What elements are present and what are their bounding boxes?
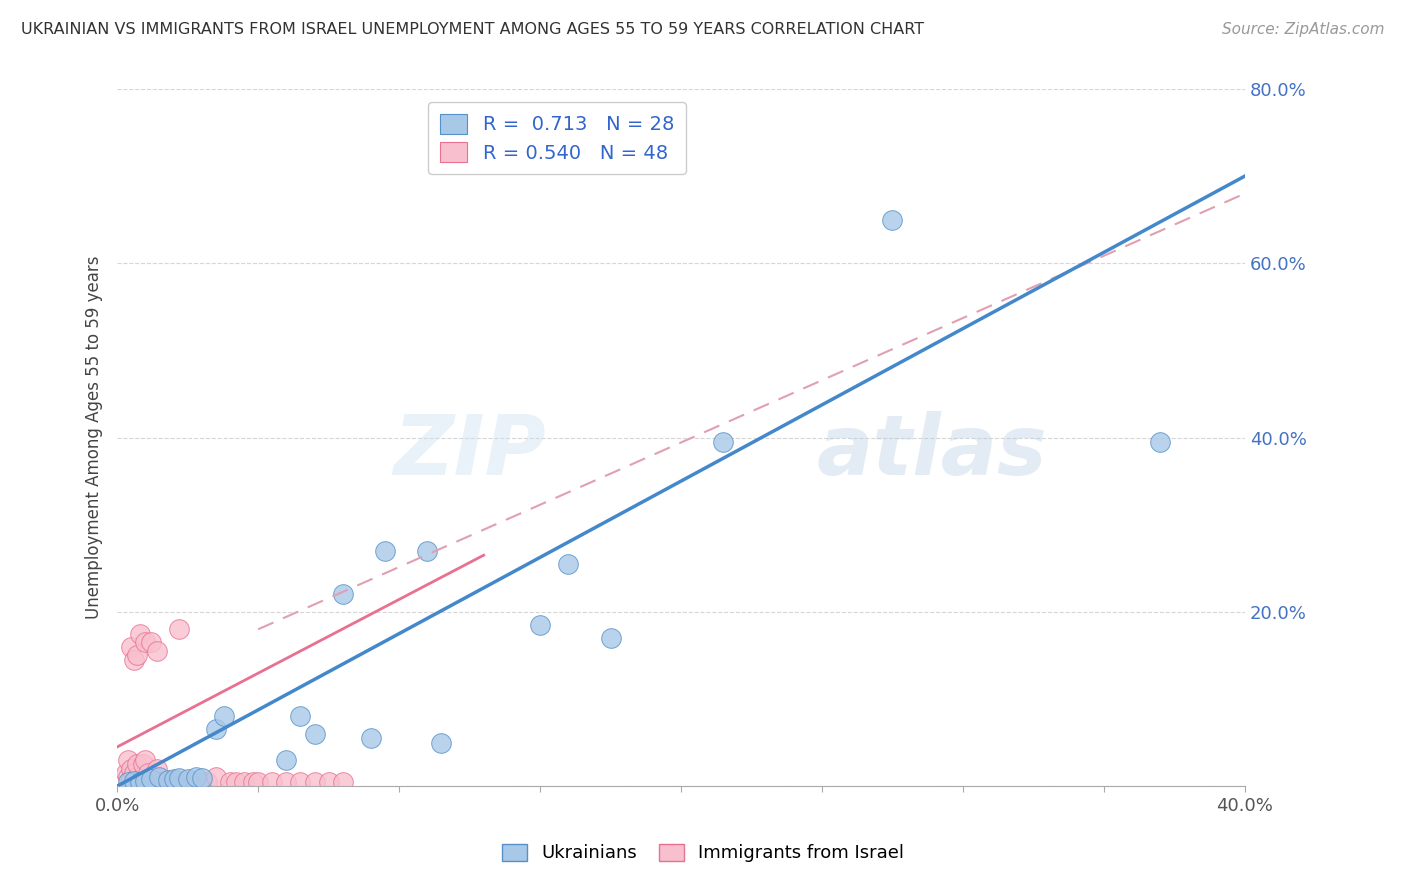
Point [247, 774, 270, 789]
Point [290, 774, 312, 789]
Point [117, 774, 139, 789]
Point [125, 771, 148, 785]
Point [191, 772, 214, 786]
Text: UKRAINIAN VS IMMIGRANTS FROM ISRAEL UNEMPLOYMENT AMONG AGES 55 TO 59 YEARS CORRE: UKRAINIAN VS IMMIGRANTS FROM ISRAEL UNEM… [21, 22, 924, 37]
Point [167, 772, 190, 786]
Point [374, 544, 396, 558]
Point [122, 653, 145, 667]
Point [134, 635, 156, 649]
Y-axis label: Unemployment Among Ages 55 to 59 years: Unemployment Among Ages 55 to 59 years [86, 256, 103, 619]
Point [125, 648, 148, 663]
Point [176, 772, 198, 787]
Point [145, 762, 167, 776]
Point [191, 774, 214, 789]
Point [120, 640, 142, 654]
Point [120, 772, 142, 787]
Point [162, 772, 184, 787]
Point [134, 773, 156, 788]
Point [529, 618, 551, 632]
Point [233, 774, 256, 789]
Point [139, 635, 162, 649]
Text: ZIP: ZIP [394, 411, 546, 492]
Point [318, 774, 340, 789]
Point [162, 774, 184, 789]
Point [134, 753, 156, 767]
Point [125, 757, 148, 772]
Point [153, 774, 176, 789]
Point [159, 774, 181, 789]
Point [290, 709, 312, 723]
Point [416, 544, 439, 558]
Point [148, 771, 170, 785]
Point [276, 753, 298, 767]
Point [599, 631, 621, 645]
Point [184, 771, 207, 785]
Point [117, 753, 139, 767]
Legend: Ukrainians, Immigrants from Israel: Ukrainians, Immigrants from Israel [495, 837, 911, 870]
Point [242, 774, 264, 789]
Point [139, 774, 162, 789]
Point [167, 622, 190, 636]
Point [882, 212, 904, 227]
Point [142, 771, 165, 785]
Point [205, 771, 228, 785]
Point [360, 731, 382, 746]
Point [430, 735, 453, 749]
Point [176, 774, 198, 789]
Point [262, 774, 284, 789]
Point [1149, 434, 1171, 449]
Point [332, 774, 354, 789]
Point [332, 587, 354, 601]
Point [205, 723, 228, 737]
Point [150, 774, 173, 789]
Point [131, 769, 153, 783]
Point [214, 709, 236, 723]
Point [304, 774, 326, 789]
Point [122, 774, 145, 789]
Point [276, 774, 298, 789]
Point [148, 774, 170, 789]
Point [156, 774, 179, 789]
Legend: R =  0.713   N = 28, R = 0.540   N = 48: R = 0.713 N = 28, R = 0.540 N = 48 [429, 102, 686, 174]
Point [131, 757, 153, 772]
Point [711, 434, 734, 449]
Point [128, 626, 150, 640]
Point [145, 644, 167, 658]
Point [117, 771, 139, 785]
Point [114, 766, 136, 780]
Point [304, 727, 326, 741]
Point [136, 766, 159, 780]
Point [197, 774, 219, 789]
Point [139, 772, 162, 787]
Point [219, 774, 242, 789]
Point [120, 762, 142, 776]
Point [134, 772, 156, 787]
Point [557, 557, 579, 571]
Point [225, 774, 247, 789]
Text: atlas: atlas [817, 411, 1047, 492]
Point [156, 772, 179, 787]
Point [122, 773, 145, 788]
Point [181, 774, 204, 789]
Point [128, 774, 150, 789]
Point [122, 766, 145, 780]
Point [128, 774, 150, 789]
Text: Source: ZipAtlas.com: Source: ZipAtlas.com [1222, 22, 1385, 37]
